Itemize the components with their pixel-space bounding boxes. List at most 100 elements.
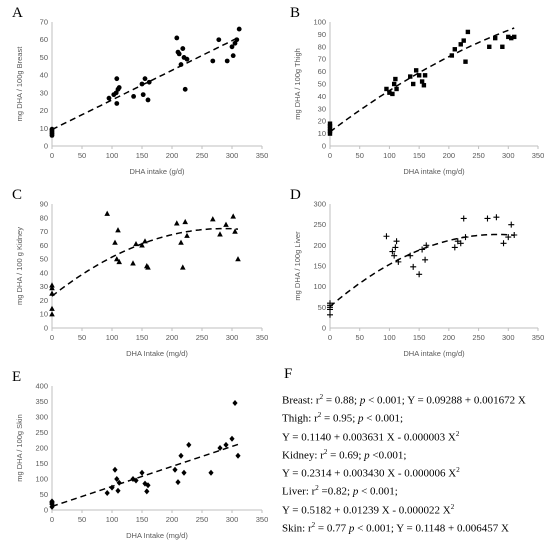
- x-tick-label: 150: [413, 151, 426, 160]
- data-point: [178, 239, 184, 245]
- data-point: [104, 210, 110, 216]
- data-point: [49, 290, 55, 296]
- y-tick-label: 90: [318, 30, 326, 39]
- data-point: [505, 234, 512, 241]
- data-point: [112, 239, 118, 245]
- data-point: [327, 123, 333, 129]
- y-tick-label: 60: [40, 35, 48, 44]
- trend-line: [329, 233, 515, 308]
- data-point: [49, 498, 55, 505]
- chart-skin: E 0 50 100 150 200 250 300 350 0 50 100 150 200 250 300…: [12, 369, 268, 540]
- data-point: [458, 42, 463, 47]
- data-point: [395, 258, 402, 265]
- x-axis-label: DHA Intake (mg/d): [126, 349, 188, 358]
- panel-f-equations: F Breast: r2 = 0.88; p < 0.001; Y = 0.09…: [282, 366, 548, 535]
- y-tick-label: 100: [35, 475, 48, 484]
- data-point: [484, 215, 491, 222]
- data-point: [223, 221, 229, 227]
- x-tick-label: 0: [328, 333, 332, 342]
- data-point: [506, 34, 511, 40]
- data-point: [144, 488, 150, 495]
- x-tick-label: 100: [106, 151, 119, 160]
- data-point: [139, 469, 145, 476]
- data-point: [180, 264, 186, 270]
- y-tick-label: 50: [318, 80, 326, 89]
- x-tick-label: 100: [106, 333, 119, 342]
- data-point: [387, 90, 392, 95]
- data-point: [49, 285, 55, 291]
- x-tick-label: 150: [136, 151, 149, 160]
- data-point: [182, 218, 188, 225]
- y-tick-label: 100: [313, 18, 326, 27]
- data-point: [114, 256, 120, 262]
- x-tick-label: 150: [413, 333, 426, 342]
- y-tick-label: 50: [318, 303, 326, 312]
- data-point: [174, 220, 180, 226]
- data-point: [327, 126, 333, 131]
- panel-c: C 0 50 100 150 200 250 300 350 0 10 20 30 40 50 60 70 80 9…: [0, 182, 275, 362]
- data-point: [500, 44, 505, 49]
- y-tick-label: 90: [40, 200, 48, 209]
- y-axis-label: mg DHA / 100g Liver: [293, 231, 302, 301]
- data-point: [393, 76, 398, 82]
- data-point: [131, 94, 137, 99]
- data-point: [423, 242, 430, 249]
- data-point: [465, 29, 471, 35]
- data-point: [145, 482, 151, 489]
- data-point: [114, 76, 120, 82]
- data-point: [139, 242, 145, 248]
- y-tick-label: 20: [40, 106, 48, 115]
- data-point: [449, 53, 455, 58]
- data-point: [142, 76, 148, 82]
- y-tick-label: 30: [40, 88, 48, 97]
- panel-label: E: [12, 369, 21, 385]
- data-point: [235, 452, 241, 459]
- data-point: [49, 305, 55, 311]
- x-tick-label: 350: [256, 151, 269, 160]
- equation-line-kidney-fit: Y = 0.2314 + 0.003430 X - 0.000006 X2: [282, 466, 460, 480]
- data-point: [509, 35, 514, 41]
- data-point: [410, 263, 417, 270]
- x-tick-label: 100: [383, 333, 396, 342]
- y-tick-label: 300: [313, 200, 326, 209]
- equation-line-skin: Skin: r2 = 0.77 p < 0.001; Y = 0.1148 + …: [282, 521, 509, 535]
- y-tick-label: 0: [322, 142, 326, 151]
- x-tick-label: 200: [166, 151, 179, 160]
- y-tick-label: 10: [40, 124, 48, 133]
- data-point: [176, 51, 182, 57]
- y-tick-label: 80: [318, 42, 326, 51]
- y-axis-label: mg DHA / 100g Breast: [15, 46, 24, 122]
- data-point: [112, 466, 118, 473]
- data-point: [463, 59, 468, 64]
- data-point: [145, 97, 151, 103]
- data-point: [130, 260, 136, 266]
- y-tick-label: 200: [35, 444, 48, 453]
- y-tick-label: 30: [318, 104, 326, 113]
- data-point: [49, 126, 55, 132]
- y-tick-label: 100: [313, 282, 326, 291]
- x-tick-label: 0: [50, 515, 54, 524]
- trend-line: [51, 37, 239, 131]
- x-tick-label: 200: [166, 333, 179, 342]
- x-tick-label: 50: [78, 333, 86, 342]
- y-tick-label: 50: [40, 255, 48, 264]
- data-point: [113, 90, 119, 96]
- data-point: [116, 258, 122, 265]
- equation-line-kidney-stats: Kidney: r2 = 0.69; p <0.001;: [282, 447, 407, 462]
- data-point: [217, 445, 223, 451]
- y-tick-label: 70: [40, 18, 48, 27]
- x-tick-label: 350: [532, 151, 545, 160]
- data-point: [180, 46, 186, 51]
- data-point: [394, 86, 399, 92]
- x-tick-label: 100: [106, 515, 119, 524]
- data-point: [114, 101, 120, 106]
- data-point: [146, 79, 152, 85]
- data-point: [223, 441, 229, 448]
- equation-line-thigh-fit: Y = 0.1140 + 0.003631 X - 0.000003 X2: [282, 429, 460, 444]
- data-point: [457, 240, 464, 247]
- data-point: [174, 35, 180, 41]
- data-point: [384, 86, 389, 92]
- data-point: [115, 487, 121, 494]
- data-point: [116, 479, 122, 486]
- chart-breast: A 0 50 100 150 200 250 300 350 0 10 20 30 40 50 60 70 DHA…: [12, 5, 269, 176]
